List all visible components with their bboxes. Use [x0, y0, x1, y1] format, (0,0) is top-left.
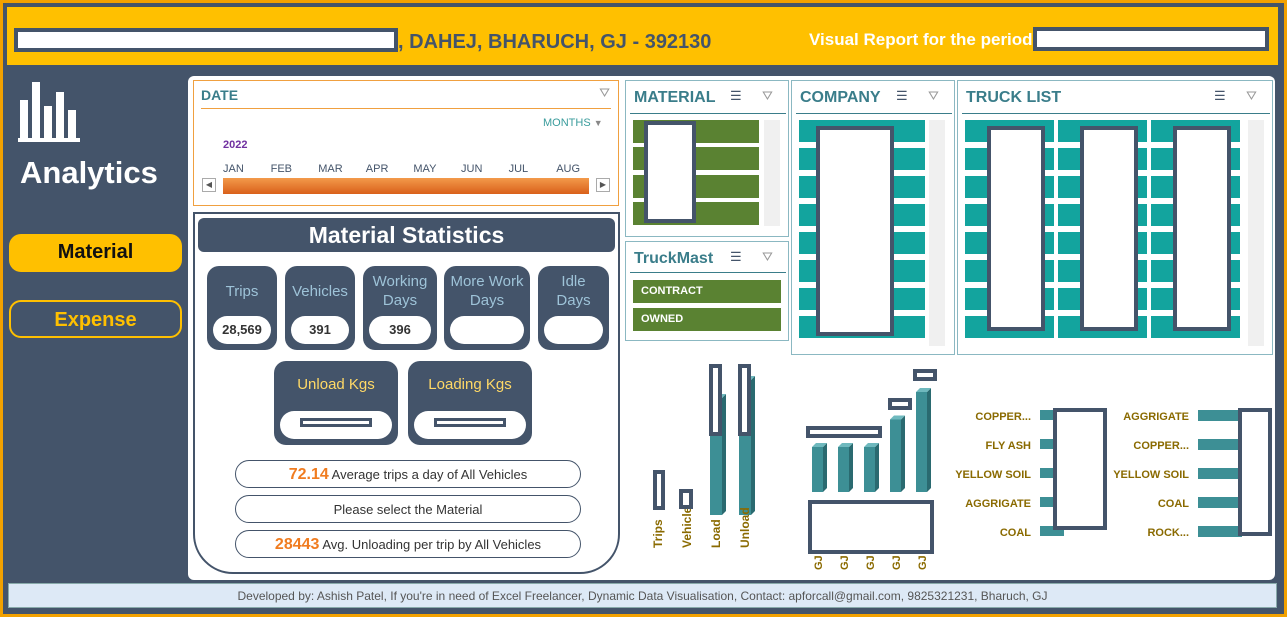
material-button[interactable]: Material: [9, 234, 182, 272]
slicer-item-contract[interactable]: CONTRACT: [633, 280, 781, 303]
kpi-unload-kgs: Unload Kgs: [274, 361, 398, 445]
multi-select-icon[interactable]: ☰: [896, 88, 908, 103]
clear-filter-icon[interactable]: ⛛: [599, 85, 610, 100]
slicer-title: TruckMast: [634, 250, 714, 267]
kpi-label: Working Days: [372, 273, 428, 309]
select-material-pill: Please select the Material: [235, 495, 581, 523]
multi-select-icon[interactable]: ☰: [730, 249, 742, 264]
redacted-company-list: [816, 126, 894, 336]
clear-filter-icon[interactable]: ⛛: [762, 249, 773, 264]
timeline-month[interactable]: MAY: [413, 163, 437, 175]
multi-select-icon[interactable]: ☰: [1214, 88, 1226, 103]
chevron-down-icon: ▼: [593, 118, 603, 128]
timeline-title: DATE: [201, 87, 239, 103]
timeline-month[interactable]: FEB: [270, 163, 292, 175]
kpi-label: Vehicles: [292, 283, 348, 300]
clear-filter-icon[interactable]: ⛛: [1246, 88, 1257, 103]
statistics-title: Material Statistics: [198, 218, 615, 252]
select-material-text: Please select the Material: [333, 502, 483, 517]
timeline-month[interactable]: JAN: [223, 163, 244, 175]
timeline-month[interactable]: APR: [365, 163, 389, 175]
clear-filter-icon[interactable]: ⛛: [762, 88, 773, 103]
kpi-value: 391: [291, 316, 349, 344]
redacted-period: [1033, 27, 1269, 51]
avg-unload-text: Avg. Unloading per trip by All Vehicles: [322, 537, 542, 552]
timeline-year: 2022: [223, 139, 248, 151]
avg-unload-pill: 28443 Avg. Unloading per trip by All Veh…: [235, 530, 581, 558]
kpi-label: Trips: [225, 283, 259, 300]
company-slicer[interactable]: COMPANY ☰ ⛛: [791, 80, 955, 355]
kpi-loading-kgs: Loading Kgs: [408, 361, 532, 445]
material-statistics-panel: Material Statistics Trips 28,569 Vehicle…: [193, 212, 620, 574]
kpi-value: [450, 316, 524, 344]
kpi-label: Loading Kgs: [428, 376, 512, 393]
kpi-idle-days: Idle Days: [538, 266, 609, 350]
kpi-value: 396: [369, 316, 431, 344]
redacted-truck-list: [987, 126, 1045, 331]
scrollbar[interactable]: [764, 120, 780, 226]
kpi-value-redacted: [414, 411, 526, 439]
footer-credits: Developed by: Ashish Patel, If you're in…: [8, 583, 1277, 608]
header-address: , DAHEJ, BHARUCH, GJ - 392130: [398, 31, 712, 53]
redacted-material-list: [644, 121, 696, 223]
kpi-value: [544, 316, 603, 344]
material-slicer[interactable]: MATERIAL ☰ ⛛: [625, 80, 789, 237]
timeline-bar[interactable]: [223, 178, 589, 194]
analytics-chart-icon: [18, 80, 84, 151]
scroll-right-button[interactable]: ▶: [596, 178, 610, 192]
kpi-more-work-days: More Work Days: [444, 266, 530, 350]
timeline-month[interactable]: JUN: [461, 163, 483, 175]
timeline-month[interactable]: MAR: [318, 163, 343, 175]
truck-list-slicer[interactable]: TRUCK LIST ☰ ⛛: [957, 80, 1273, 355]
avg-trips-pill: 72.14 Average trips a day of All Vehicle…: [235, 460, 581, 488]
slicer-title: MATERIAL: [634, 89, 716, 106]
kpi-vehicles: Vehicles 391: [285, 266, 355, 350]
kpi-working-days: Working Days 396: [363, 266, 437, 350]
scroll-left-button[interactable]: ◀: [202, 178, 216, 192]
analytics-title: Analytics: [20, 155, 158, 190]
kpi-label: Idle Days: [556, 273, 591, 309]
expense-button[interactable]: Expense: [9, 300, 182, 338]
slicer-title: TRUCK LIST: [966, 89, 1062, 106]
scrollbar[interactable]: [929, 120, 945, 346]
kpi-label: More Work Days: [450, 273, 524, 309]
kpi-value: 28,569: [213, 316, 271, 344]
avg-trips-text: Average trips a day of All Vehicles: [331, 467, 528, 482]
redacted-company-name: [14, 28, 398, 52]
date-timeline[interactable]: DATE ⛛ MONTHS ▼ 2022 JAN FEB MAR APR MAY JUN J…: [193, 80, 619, 206]
kpi-label: Unload Kgs: [297, 376, 375, 393]
kpi-value-redacted: [280, 411, 392, 439]
clear-filter-icon[interactable]: ⛛: [928, 88, 939, 103]
timeline-month[interactable]: JUL: [508, 163, 529, 175]
multi-select-icon[interactable]: ☰: [730, 88, 742, 103]
timeline-month[interactable]: AUG: [556, 163, 581, 175]
scrollbar[interactable]: [1248, 120, 1264, 346]
kpi-trips: Trips 28,569: [207, 266, 277, 350]
slicer-title: COMPANY: [800, 89, 881, 106]
avg-trips-value: 72.14: [288, 466, 329, 483]
redacted-truck-list: [1173, 126, 1231, 331]
slicer-item-owned[interactable]: OWNED: [633, 308, 781, 331]
timeline-level-select[interactable]: MONTHS ▼: [543, 117, 603, 129]
header-period-label: Visual Report for the period of: [809, 30, 1054, 49]
redacted-truck-list: [1080, 126, 1138, 331]
truckmast-slicer[interactable]: TruckMast ☰ ⛛ CONTRACT OWNED: [625, 241, 789, 341]
avg-unload-value: 28443: [274, 536, 320, 553]
